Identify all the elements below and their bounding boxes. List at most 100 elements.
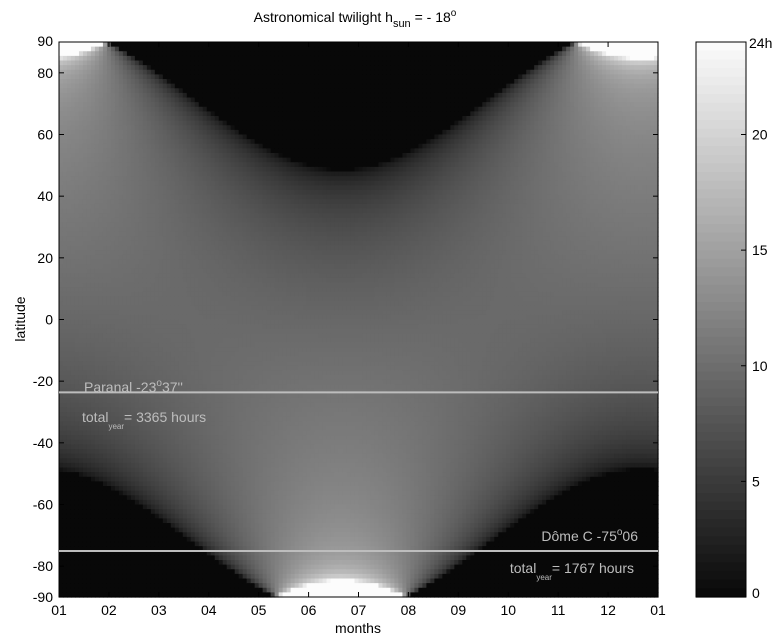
- heatmap-cell: [94, 412, 100, 418]
- heatmap-cell: [154, 532, 160, 538]
- heatmap-cell: [102, 162, 108, 168]
- heatmap-cell: [154, 393, 160, 399]
- heatmap-cell: [202, 314, 208, 321]
- heatmap-cell: [218, 370, 224, 376]
- heatmap-cell: [154, 536, 160, 543]
- heatmap-cell: [166, 550, 172, 556]
- heatmap-cell: [78, 236, 84, 242]
- heatmap-cell: [186, 305, 192, 311]
- heatmap-cell: [170, 490, 176, 496]
- heatmap-cell: [194, 148, 200, 154]
- heatmap-cell: [166, 319, 172, 325]
- heatmap-cell: [114, 499, 120, 506]
- heatmap-cell: [102, 55, 108, 62]
- heatmap-cell: [166, 185, 172, 191]
- heatmap-cell: [118, 208, 124, 214]
- heatmap-cell: [146, 314, 152, 321]
- heatmap-cell: [218, 217, 224, 223]
- heatmap-cell: [62, 462, 68, 469]
- heatmap-cell: [98, 176, 104, 182]
- heatmap-cell: [218, 120, 224, 126]
- heatmap-cell: [82, 319, 88, 325]
- heatmap-cell: [218, 430, 224, 436]
- heatmap-cell: [166, 296, 172, 302]
- heatmap-cell: [186, 361, 192, 367]
- heatmap-cell: [162, 157, 168, 163]
- heatmap-cell: [198, 42, 204, 48]
- heatmap-cell: [90, 356, 96, 362]
- heatmap-cell: [74, 564, 80, 570]
- heatmap-cell: [106, 495, 112, 501]
- heatmap-cell: [70, 449, 76, 455]
- heatmap-cell: [118, 430, 124, 436]
- heatmap-cell: [214, 338, 220, 344]
- heatmap-cell: [118, 421, 124, 427]
- heatmap-cell: [74, 462, 80, 469]
- heatmap-cell: [146, 518, 152, 524]
- heatmap-cell: [166, 490, 172, 496]
- heatmap-cell: [206, 481, 212, 487]
- heatmap-cell: [106, 296, 112, 302]
- heatmap-cell: [118, 190, 124, 196]
- heatmap-cell: [150, 240, 156, 247]
- heatmap-cell: [102, 60, 108, 66]
- heatmap-cell: [206, 301, 212, 307]
- heatmap-cell: [202, 523, 208, 529]
- heatmap-cell: [202, 208, 208, 214]
- heatmap-cell: [146, 499, 152, 506]
- heatmap-cell: [198, 92, 204, 99]
- heatmap-cell: [214, 171, 220, 177]
- heatmap-cell: [194, 106, 200, 112]
- heatmap-cell: [194, 458, 200, 464]
- heatmap-cell: [146, 342, 152, 348]
- heatmap-cell: [206, 111, 212, 117]
- heatmap-cell: [178, 444, 184, 450]
- heatmap-cell: [178, 347, 184, 353]
- heatmap-cell: [126, 60, 132, 66]
- heatmap-cell: [110, 227, 116, 233]
- heatmap-cell: [106, 217, 112, 223]
- heatmap-cell: [82, 518, 88, 524]
- heatmap-cell: [126, 236, 132, 242]
- heatmap-cell: [186, 370, 192, 376]
- heatmap-cell: [102, 453, 108, 459]
- heatmap-cell: [142, 250, 148, 256]
- heatmap-cell: [194, 324, 200, 330]
- heatmap-cell: [222, 379, 228, 385]
- heatmap-cell: [102, 51, 108, 57]
- heatmap-cell: [170, 153, 176, 159]
- heatmap-cell: [154, 65, 160, 71]
- heatmap-cell: [178, 407, 184, 413]
- heatmap-cell: [66, 236, 72, 242]
- heatmap-cell: [186, 333, 192, 339]
- heatmap-cell: [74, 125, 80, 131]
- heatmap-cell: [190, 398, 196, 404]
- heatmap-cell: [62, 176, 68, 182]
- heatmap-cell: [134, 532, 140, 538]
- heatmap-cell: [102, 296, 108, 302]
- heatmap-cell: [166, 60, 172, 66]
- heatmap-cell: [142, 51, 148, 57]
- heatmap-cell: [102, 402, 108, 408]
- heatmap-cell: [218, 190, 224, 196]
- heatmap-cell: [158, 550, 164, 556]
- heatmap-cell: [70, 65, 76, 71]
- heatmap-cell: [222, 333, 228, 339]
- heatmap-cell: [174, 338, 180, 344]
- heatmap-cell: [198, 564, 204, 570]
- heatmap-cell: [86, 361, 92, 367]
- heatmap-cell: [82, 222, 88, 228]
- heatmap-cell: [122, 268, 128, 274]
- heatmap-cell: [142, 222, 148, 228]
- heatmap-cell: [170, 116, 176, 122]
- heatmap-cell: [90, 425, 96, 432]
- heatmap-cell: [142, 472, 148, 478]
- heatmap-cell: [82, 88, 88, 94]
- heatmap-cell: [130, 51, 136, 57]
- heatmap-cell: [106, 449, 112, 455]
- heatmap-cell: [114, 227, 120, 233]
- heatmap-cell: [162, 338, 168, 344]
- heatmap-cell: [166, 536, 172, 543]
- heatmap-cell: [78, 319, 84, 325]
- heatmap-cell: [214, 444, 220, 450]
